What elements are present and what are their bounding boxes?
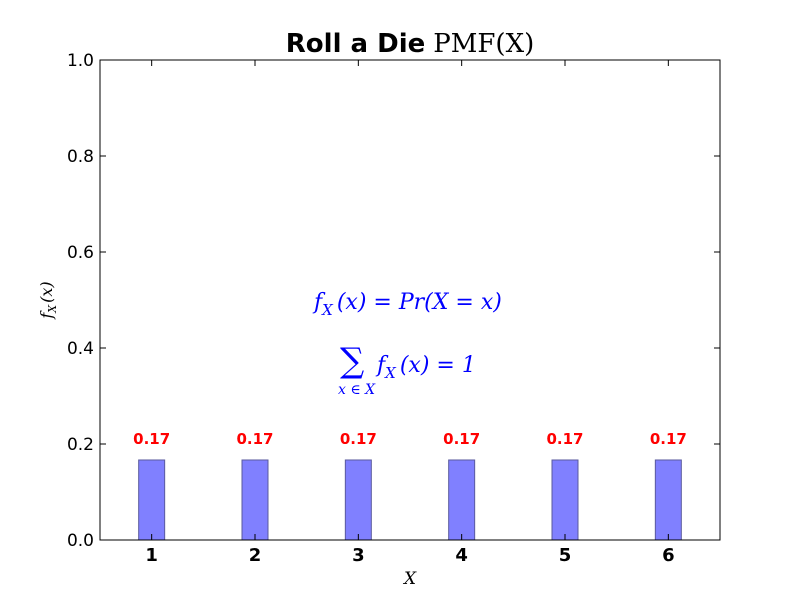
axes-frame bbox=[99, 59, 721, 541]
pmf-sum-text: fX (x) = 1 bbox=[375, 353, 476, 382]
bar-6 bbox=[654, 459, 682, 541]
bar-value-label-4: 0.17 bbox=[443, 430, 480, 448]
x-tick-label-3: 3 bbox=[352, 545, 365, 566]
chart-title: Roll a Die PMF(X) bbox=[286, 29, 534, 59]
sum-symbol: ∑ bbox=[340, 341, 364, 381]
x-tick-label-5: 5 bbox=[559, 545, 572, 566]
y-tick-label-0.2: 0.2 bbox=[67, 435, 94, 455]
x-tick-label-6: 6 bbox=[662, 545, 675, 566]
x-tick-label-4: 4 bbox=[455, 545, 468, 566]
bar-4 bbox=[448, 459, 476, 541]
chart-title-text: Roll a Die bbox=[286, 29, 425, 59]
bar-value-label-2: 0.17 bbox=[236, 430, 273, 448]
y-tick-label-1.0: 1.0 bbox=[67, 51, 94, 71]
y-tick-label-0.4: 0.4 bbox=[67, 339, 94, 359]
y-tick-label-0.6: 0.6 bbox=[67, 243, 94, 263]
plot-area: 0.17 0.17 0.17 0.17 0.17 0.17 0.0 0.2 0.4 0.6 0.8 1… bbox=[67, 51, 721, 566]
chart-title-math: PMF(X) bbox=[433, 29, 534, 59]
bar-3 bbox=[344, 459, 372, 541]
y-tick-label-0.0: 0.0 bbox=[67, 531, 94, 551]
bar-1 bbox=[138, 459, 166, 541]
x-tick-label-1: 1 bbox=[145, 545, 158, 566]
sum-subscript: x ∈ X bbox=[338, 382, 376, 398]
y-tick-label-0.8: 0.8 bbox=[67, 147, 94, 167]
bar-value-label-5: 0.17 bbox=[546, 430, 583, 448]
x-tick-label-2: 2 bbox=[249, 545, 262, 566]
pmf-sum-annotation: ∑ x ∈ X fX (x) = 1 bbox=[338, 341, 476, 398]
bar-value-label-3: 0.17 bbox=[340, 430, 377, 448]
y-axis-label: fX(x) bbox=[37, 281, 59, 319]
pmf-definition-annotation: fX (x) = Pr(X = x) bbox=[312, 290, 502, 319]
bar-2 bbox=[241, 459, 269, 541]
bar-5 bbox=[551, 459, 579, 541]
bar-value-label-6: 0.17 bbox=[650, 430, 687, 448]
pmf-definition-text: fX (x) = Pr(X = x) bbox=[312, 290, 502, 319]
x-axis-label: X bbox=[402, 569, 417, 589]
bar-value-label-1: 0.17 bbox=[133, 430, 170, 448]
